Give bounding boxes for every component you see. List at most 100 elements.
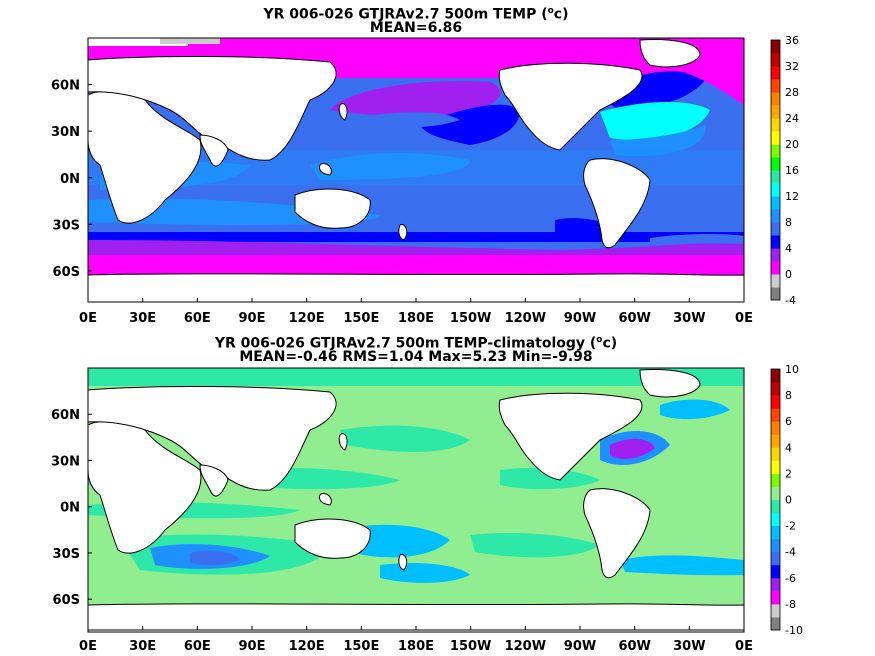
bottom-x-tick-label: 90E: [239, 639, 266, 654]
top-x-tick-label: 90E: [239, 311, 266, 326]
top-map-title: YR 006-026 GTJRAv2.7 500m TEMP (oc): [263, 6, 569, 23]
bottom-colorbar-frame: [770, 368, 781, 631]
top-colorbar-label: 4: [785, 242, 792, 255]
bottom-colorbar-swatch: [771, 486, 780, 500]
bottom-y-tick-label: 60N: [51, 408, 80, 423]
bottom-colorbar-label: 6: [785, 415, 792, 428]
top-colorbar-swatch: [771, 261, 780, 275]
bottom-colorbar-label: 0: [785, 494, 792, 507]
bottom-colorbar-swatch: [771, 590, 780, 605]
bottom-colorbar-swatch: [771, 616, 780, 631]
top-colorbar-swatch: [771, 287, 780, 301]
top-colorbar-label: 8: [785, 216, 792, 229]
top-colorbar-swatch: [771, 118, 780, 132]
bottom-y-tick-label: 30N: [51, 454, 80, 469]
top-colorbar-swatch: [771, 40, 780, 54]
top-colorbar-label: 16: [785, 164, 799, 177]
bottom-colorbar-label: -2: [785, 520, 796, 533]
bottom-colorbar-swatch: [771, 551, 780, 566]
top-colorbar-label: 0: [785, 268, 792, 281]
top-x-tick-label: 180E: [398, 311, 434, 326]
bottom-colorbar-swatch: [771, 525, 780, 540]
top-x-tick-label: 120E: [289, 311, 325, 326]
top-x-tick-label: 30W: [673, 311, 705, 326]
top-colorbar-swatch: [771, 131, 780, 145]
bottom-colorbar-swatch: [771, 395, 780, 409]
top-colorbar-label: 24: [785, 112, 799, 125]
top-y-tick-label: 60S: [53, 265, 80, 280]
bottom-x-tick-label: 120W: [505, 639, 546, 654]
top-x-tick-label: 30E: [129, 311, 156, 326]
bottom-x-tick-label: 90W: [564, 639, 596, 654]
top-map-subtitle: MEAN=6.86: [369, 20, 463, 36]
top-y-tick-label: 0N: [60, 172, 80, 187]
top-colorbar-swatch: [771, 196, 780, 210]
bottom-colorbar-swatch: [771, 473, 780, 487]
bottom-colorbar-label: 8: [785, 389, 792, 402]
top-y-tick-label: 30N: [51, 125, 80, 140]
top-colorbar-swatch: [771, 235, 780, 249]
bottom-colorbar-swatch: [771, 538, 780, 553]
top-colorbar-swatch: [771, 66, 780, 80]
top-colorbar-label: 20: [785, 138, 799, 151]
bottom-x-tick-label: 180E: [398, 639, 434, 654]
bottom-colorbar-label: 2: [785, 467, 792, 480]
top-map-continents: [87, 39, 745, 303]
top-colorbar-swatch: [771, 105, 780, 119]
top-colorbar-swatch: [771, 248, 780, 262]
bottom-colorbar-swatch: [771, 382, 780, 396]
top-colorbar-swatch: [771, 222, 780, 236]
bottom-colorbar-label: -4: [785, 546, 796, 559]
bottom-x-tick-label: 60E: [184, 639, 211, 654]
bottom-colorbar-swatch: [771, 564, 780, 579]
top-colorbar-label: 32: [785, 60, 799, 73]
top-colorbar-label: 36: [785, 34, 799, 47]
bottom-colorbar-swatch: [771, 421, 780, 435]
bottom-colorbar-swatch: [771, 460, 780, 474]
top-x-tick-label: 60E: [184, 311, 211, 326]
top-colorbar-label: 28: [785, 86, 799, 99]
top-colorbar-label: -4: [785, 294, 796, 307]
bottom-map-subtitle: MEAN=-0.46 RMS=1.04 Max=5.23 Min=-9.98: [239, 349, 593, 365]
top-colorbar-swatch: [771, 144, 780, 158]
bottom-colorbar-swatch: [771, 512, 780, 527]
top-x-tick-label: 0E: [79, 311, 97, 326]
top-colorbar-swatch: [771, 92, 780, 106]
bottom-colorbar-label: -10: [785, 624, 803, 637]
bottom-x-tick-label: 30E: [129, 639, 156, 654]
bottom-x-tick-label: 150E: [343, 639, 379, 654]
bottom-colorbar-swatch: [771, 434, 780, 448]
bottom-colorbar-swatch: [771, 408, 780, 422]
top-colorbar-label: 12: [785, 190, 799, 203]
top-colorbar-swatch: [771, 274, 780, 288]
bottom-x-tick-label: 30W: [673, 639, 705, 654]
top-x-tick-label: 60W: [618, 311, 650, 326]
bottom-colorbar-swatch: [771, 499, 780, 514]
top-x-tick-label: 150E: [343, 311, 379, 326]
bottom-colorbar-swatch: [771, 577, 780, 592]
bottom-colorbar-label: 10: [785, 363, 799, 376]
bottom-x-tick-label: 120E: [289, 639, 325, 654]
bottom-colorbar-label: -6: [785, 572, 796, 585]
bottom-map-title: YR 006-026 GTJRAv2.7 500m TEMP-climatolo…: [214, 335, 618, 352]
bottom-colorbar-label: 4: [785, 441, 792, 454]
top-x-tick-label: 150W: [450, 311, 491, 326]
top-colorbar-frame: [770, 39, 781, 301]
top-y-tick-label: 30S: [53, 218, 80, 233]
bottom-y-tick-label: 30S: [53, 547, 80, 562]
bottom-colorbar-label: -8: [785, 598, 796, 611]
top-y-tick-label: 60N: [51, 79, 80, 94]
top-colorbar-swatch: [771, 209, 780, 223]
bottom-colorbar-swatch: [771, 447, 780, 461]
top-colorbar-swatch: [771, 79, 780, 93]
top-colorbar-swatch: [771, 170, 780, 184]
bottom-x-tick-label: 60W: [618, 639, 650, 654]
bottom-x-tick-label: 150W: [450, 639, 491, 654]
top-x-tick-label: 0E: [735, 311, 753, 326]
bottom-x-tick-label: 0E: [735, 639, 753, 654]
bottom-colorbar-swatch: [771, 603, 780, 618]
top-x-tick-label: 90W: [564, 311, 596, 326]
bottom-y-tick-label: 0N: [60, 501, 80, 516]
bottom-x-tick-label: 0E: [79, 639, 97, 654]
